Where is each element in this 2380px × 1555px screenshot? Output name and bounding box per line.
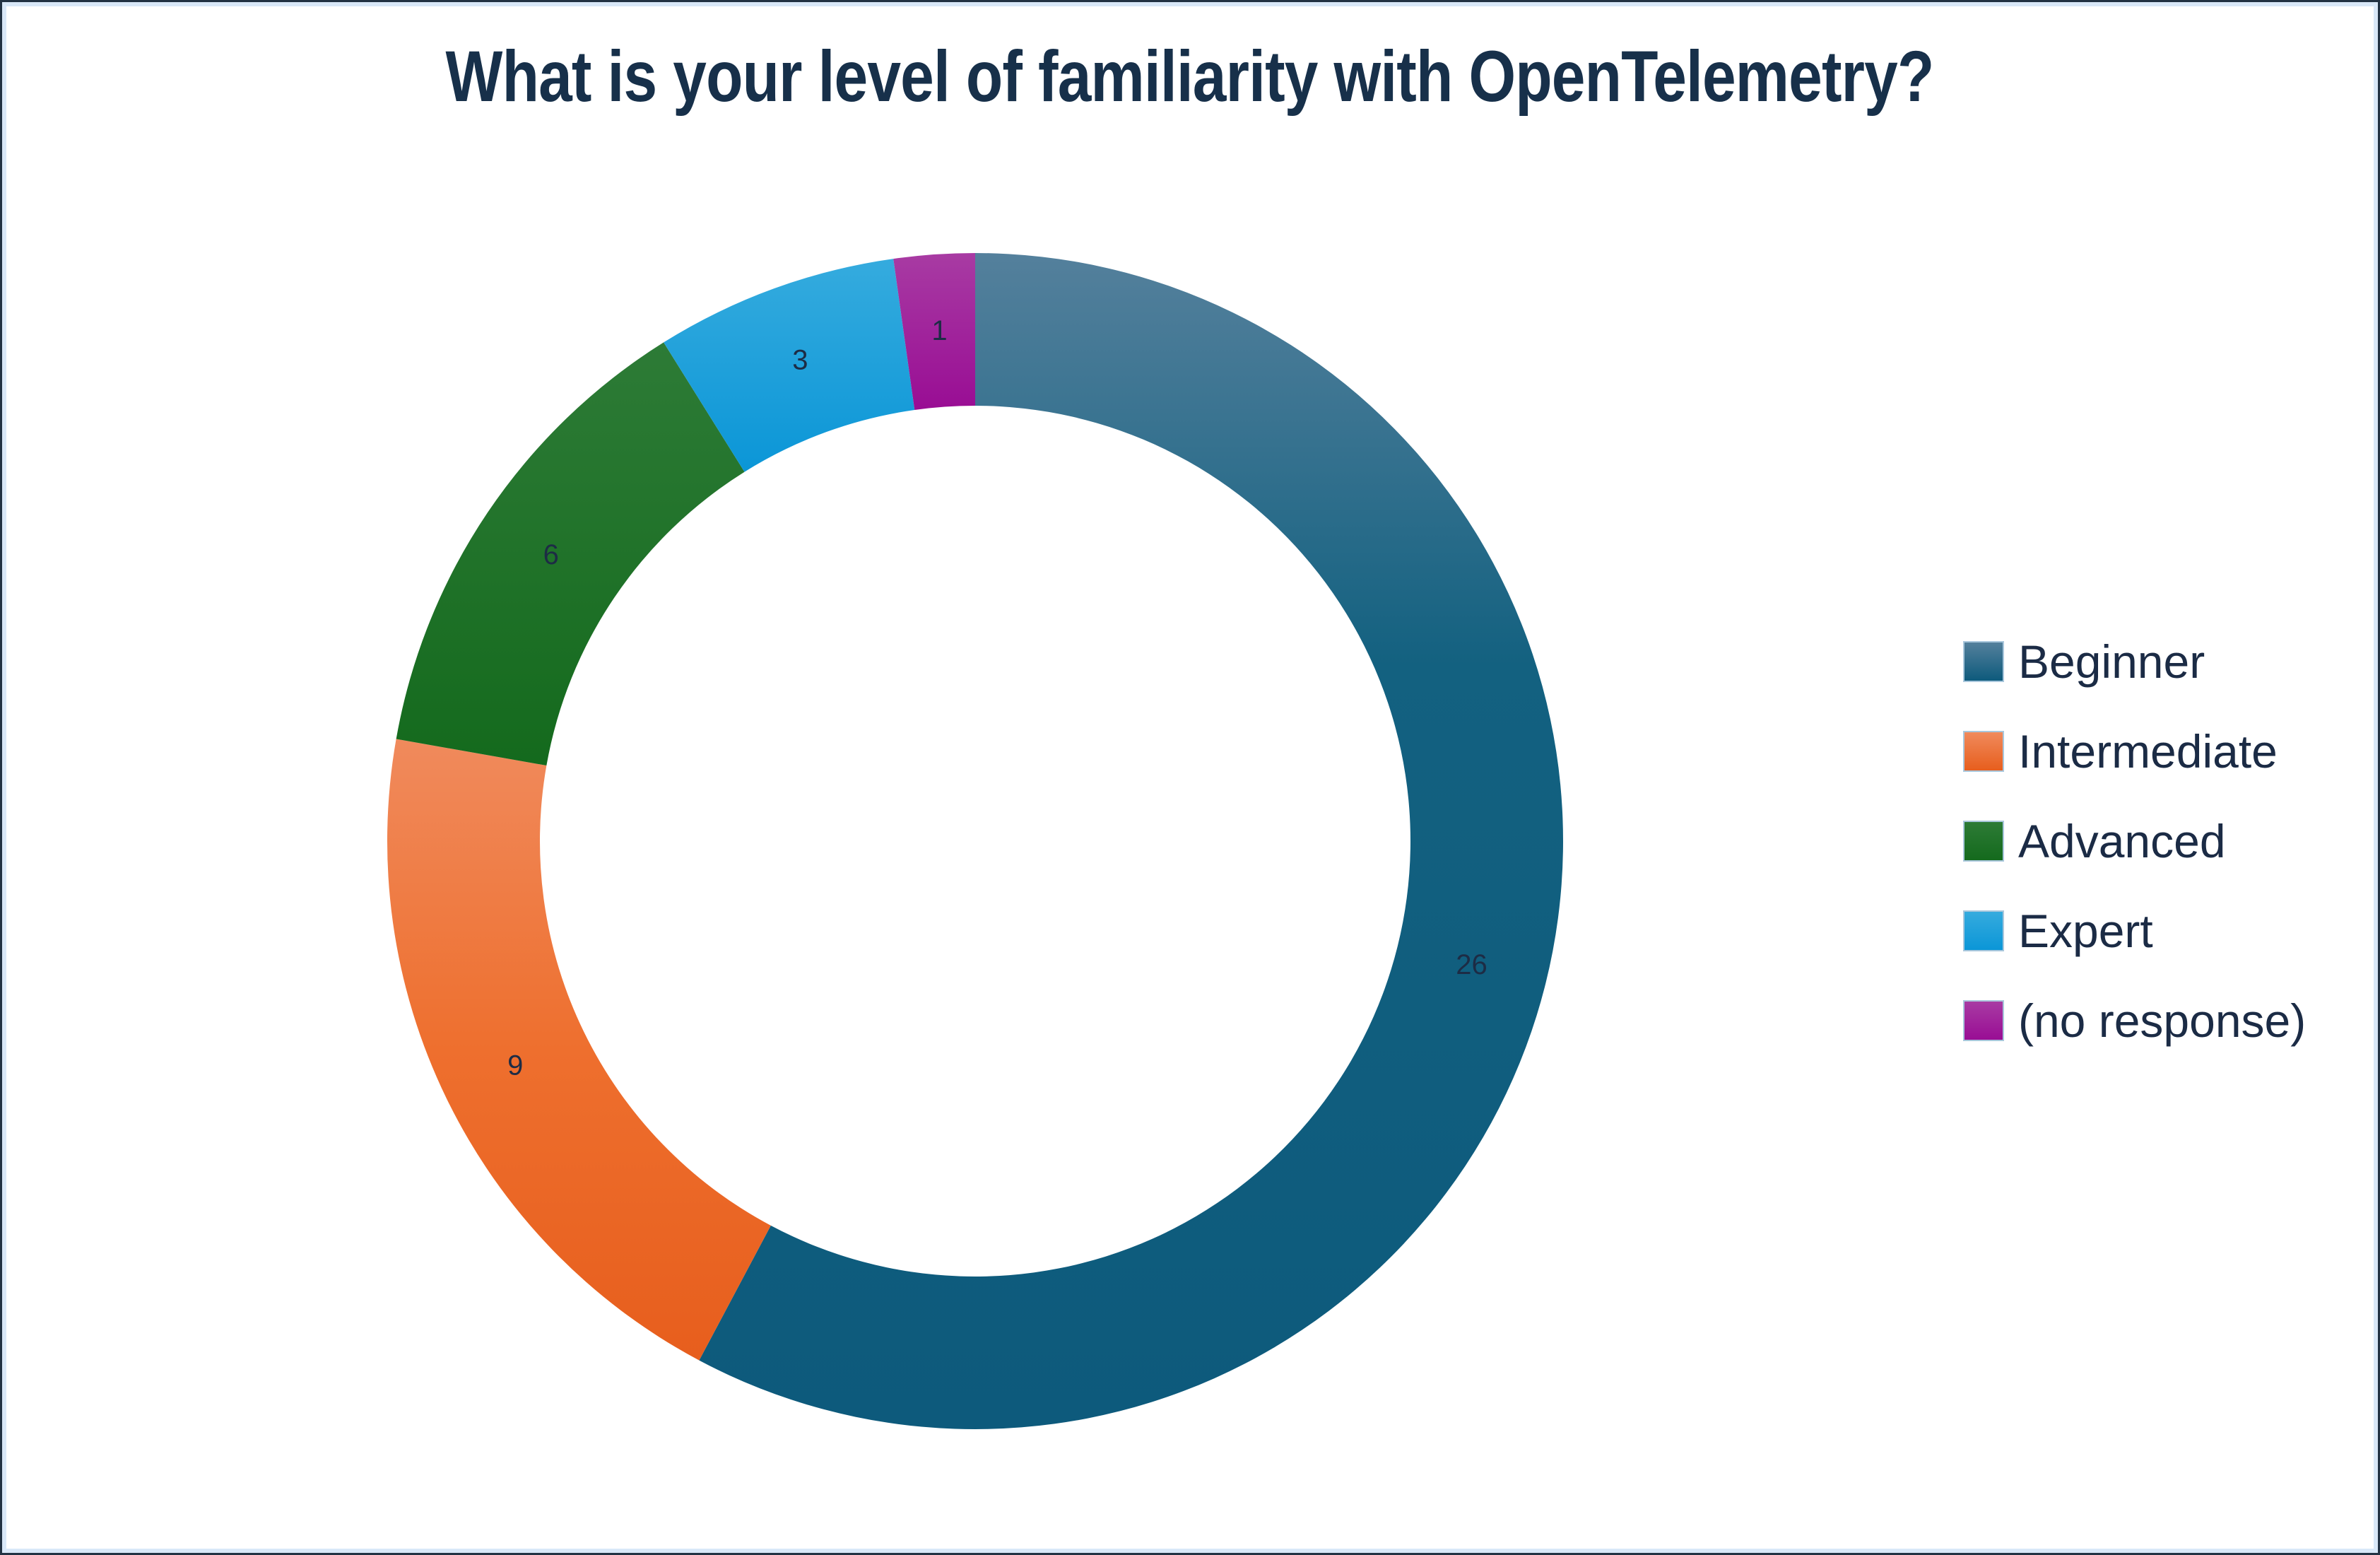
- legend-item-no-response: (no response): [1963, 994, 2307, 1047]
- pie-slice-beginner: [699, 253, 1563, 1429]
- legend-swatch-expert: [1963, 910, 2004, 951]
- pie-slice-no-response: [893, 253, 975, 410]
- pie-slice-advanced: [396, 342, 745, 766]
- legend-label-no-response: (no response): [2018, 994, 2307, 1047]
- legend-label-intermediate: Intermediate: [2018, 725, 2278, 778]
- data-label-advanced: 6: [543, 539, 559, 570]
- legend-swatch-no-response: [1963, 1000, 2004, 1041]
- pie-slice-intermediate: [387, 739, 771, 1361]
- chart-title: What is your level of familiarity with O…: [0, 37, 2380, 138]
- data-label-intermediate: 9: [507, 1050, 523, 1081]
- legend: Beginner Intermediate Advanced Expert (n…: [1963, 635, 2307, 1047]
- data-label-expert: 3: [792, 345, 808, 376]
- pie-slice-expert: [664, 259, 915, 472]
- data-label-beginner: 26: [1456, 949, 1488, 980]
- legend-label-advanced: Advanced: [2018, 815, 2226, 867]
- legend-label-beginner: Beginner: [2018, 635, 2205, 688]
- legend-swatch-beginner: [1963, 641, 2004, 682]
- data-label-no-response: 1: [931, 315, 947, 346]
- chart-title-text: What is your level of familiarity with O…: [446, 36, 1935, 117]
- legend-label-expert: Expert: [2018, 905, 2153, 957]
- legend-swatch-advanced: [1963, 821, 2004, 862]
- legend-swatch-intermediate: [1963, 731, 2004, 772]
- legend-item-expert: Expert: [1963, 905, 2306, 957]
- legend-item-beginner: Beginner: [1963, 635, 2306, 688]
- legend-item-intermediate: Intermediate: [1963, 725, 2306, 778]
- legend-item-advanced: Advanced: [1963, 815, 2306, 867]
